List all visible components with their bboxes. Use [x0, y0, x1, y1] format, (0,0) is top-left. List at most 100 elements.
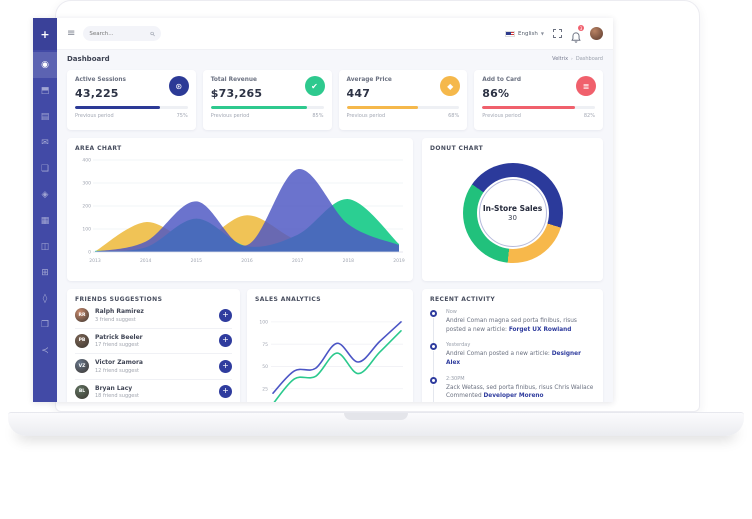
friends-suggestions-panel: FRIENDS SUGGESTIONS RR Ralph Ramirez 3 fri…: [67, 289, 240, 402]
stat-card-footer: Previous period 85%: [211, 113, 324, 119]
friend-row: VZ Victor Zamora 12 friend suggest +: [75, 354, 232, 380]
check-badge-icon: ✔: [304, 76, 325, 96]
price-tag-icon: ◆: [440, 76, 461, 96]
sidebar-menu: ◉ ⬒ ▤ ✉ ❏ ◈ ▦ ◫ ⊞ ◊ ❐ ≺: [33, 50, 57, 402]
add-friend-button[interactable]: +: [219, 359, 232, 373]
stat-card-footer-value: 75%: [176, 113, 188, 119]
stat-card-value: 86%: [482, 87, 510, 100]
friend-row: RR Ralph Ramirez 3 friend suggest +: [75, 303, 232, 329]
stat-card-footer-label: Previous period: [210, 113, 250, 119]
app-logo-icon[interactable]: +: [33, 18, 57, 50]
sales-analytics-chart: 25 50 75 100: [255, 303, 405, 402]
sidebar-item-calendar[interactable]: ▦: [33, 208, 57, 234]
activity-link[interactable]: Developer Moreno: [483, 393, 544, 400]
user-avatar[interactable]: [590, 27, 603, 40]
friend-avatar: RR: [75, 308, 89, 323]
activity-link[interactable]: Forget UX Rowland: [508, 326, 572, 333]
sidebar-item-email[interactable]: ✉: [33, 130, 57, 156]
stat-card-title: Add to Card: [482, 77, 521, 83]
donut-center-value: 30: [508, 214, 517, 222]
friend-avatar: VZ: [75, 359, 89, 374]
sidebar-item-ui-elements[interactable]: ⬒: [33, 78, 57, 104]
sidebar-item-charts[interactable]: ◫: [33, 234, 57, 260]
notifications-button[interactable]: 3: [571, 25, 584, 43]
stat-card-progress: [75, 106, 188, 109]
svg-text:0: 0: [88, 250, 91, 256]
add-friend-button[interactable]: +: [219, 308, 232, 322]
laptop-notch: [344, 413, 408, 420]
sidebar-item-extras[interactable]: ◈: [33, 182, 57, 208]
svg-text:300: 300: [82, 181, 91, 187]
fullscreen-button[interactable]: [552, 28, 563, 39]
stat-card-progress-fill: [210, 106, 307, 109]
sidebar-item-docs[interactable]: ❐: [33, 312, 57, 338]
area-chart-title: AREA CHART: [75, 145, 122, 152]
share-icon: ≺: [41, 346, 49, 356]
stat-card-title: Average Price: [346, 77, 392, 83]
email-icon: ✉: [41, 138, 49, 148]
friend-suggest-count: 17 friend suggest: [95, 342, 139, 348]
svg-text:50: 50: [262, 364, 268, 370]
timeline-dot-icon: [430, 343, 437, 351]
friend-info: Patrick Beeler 17 friend suggest: [95, 334, 213, 349]
ui-elements-icon: ⬒: [40, 86, 50, 96]
friend-info: Victor Zamora 12 friend suggest: [95, 359, 213, 374]
stat-card-title: Total Revenue: [210, 77, 257, 83]
us-flag-icon: [505, 30, 516, 37]
stat-card: Total Revenue ✔ $73,265 Previous period 85%: [202, 70, 332, 130]
sidebar-item-pages[interactable]: ❏: [33, 156, 57, 182]
add-friend-button[interactable]: +: [219, 385, 232, 399]
breadcrumb-brand[interactable]: Veltrix: [552, 56, 569, 62]
activity-link[interactable]: Designer Alex: [446, 351, 581, 367]
donut-center-label: In-Store Sales: [482, 204, 543, 213]
breadcrumb-separator-icon: ›: [571, 56, 573, 62]
sidebar-item-dashboard[interactable]: ◉: [33, 52, 57, 78]
stat-card-value: 447: [346, 87, 371, 100]
svg-text:2013: 2013: [89, 258, 101, 264]
activity-time: Now: [446, 309, 457, 315]
breadcrumb-page: Dashboard: [575, 56, 603, 62]
add-friend-button[interactable]: +: [219, 334, 232, 348]
sidebar: + ◉ ⬒ ▤ ✉ ❏ ◈ ▦ ◫ ⊞ ◊ ❐ ≺: [33, 18, 57, 402]
sidebar-item-maps[interactable]: ◊: [33, 286, 57, 312]
dashboard-app: + ◉ ⬒ ▤ ✉ ❏ ◈ ▦ ◫ ⊞ ◊ ❐ ≺ ≡ English ▼: [33, 18, 613, 402]
search-input[interactable]: [89, 30, 148, 37]
stat-card-value: 43,225: [75, 87, 119, 100]
friend-name: Victor Zamora: [95, 359, 143, 366]
timeline-dot-icon: [430, 310, 437, 317]
svg-text:75: 75: [262, 342, 268, 348]
sidebar-item-share[interactable]: ≺: [33, 338, 57, 364]
layers-icon: ≣: [576, 76, 596, 96]
activity-timeline: Now Andrei Coman magna sed porta finibus,…: [430, 309, 595, 402]
friends-list: RR Ralph Ramirez 3 friend suggest + PB Patric…: [75, 303, 232, 402]
stat-card: Average Price ◆ 447 Previous period 68%: [338, 70, 468, 130]
calendar-icon: ▦: [40, 216, 50, 226]
svg-text:2018: 2018: [343, 258, 355, 264]
friend-suggest-count: 3 friend suggest: [95, 316, 136, 323]
recent-activity-panel: RECENT ACTIVITY Now Andrei Coman magna se…: [422, 289, 603, 402]
sidebar-item-tables[interactable]: ⊞: [33, 260, 57, 286]
donut-chart: In-Store Sales 30: [462, 163, 563, 263]
topbar: ≡ English ▼: [57, 18, 613, 50]
stat-card-progress-fill: [482, 106, 575, 109]
friend-suggest-count: 18 friend suggest: [95, 393, 139, 399]
stat-card-footer-label: Previous period: [75, 113, 114, 119]
donut-center: In-Store Sales 30: [476, 177, 549, 249]
chevron-down-icon: ▼: [540, 31, 544, 36]
maps-icon: ◊: [42, 294, 48, 304]
charts-icon: ◫: [40, 242, 50, 252]
stat-card-footer: Previous period 82%: [482, 113, 595, 119]
language-selector[interactable]: English ▼: [505, 30, 544, 37]
svg-text:2015: 2015: [191, 258, 203, 264]
friend-info: Ralph Ramirez 3 friend suggest: [95, 308, 213, 323]
bell-icon: [571, 32, 581, 43]
svg-text:200: 200: [82, 204, 91, 210]
stat-card-progress: [482, 106, 595, 109]
menu-toggle-icon[interactable]: ≡: [67, 27, 76, 39]
activity-time: Yesterday: [446, 342, 471, 349]
sidebar-item-components[interactable]: ▤: [33, 104, 57, 130]
stat-card-footer-label: Previous period: [482, 113, 521, 119]
stat-card-progress-fill: [75, 106, 160, 109]
stat-card-footer-value: 85%: [312, 113, 324, 119]
